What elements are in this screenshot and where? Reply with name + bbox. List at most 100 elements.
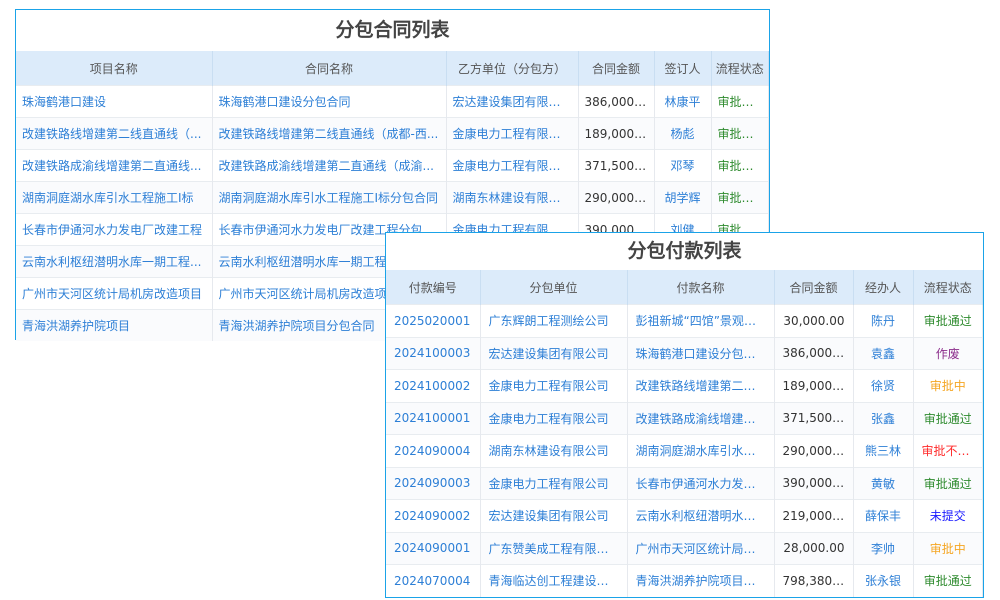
cell-person: 张永银: [853, 564, 914, 597]
table-row[interactable]: 长春市伊通河水力发电厂改建工程 长春市伊通河水力发电厂改建工程分包... 金康电力工…: [16, 213, 769, 246]
table-row[interactable]: 改建铁路成渝线增建第二直通线... 改建铁路成渝线增建第二直通线（成渝... 金康电…: [16, 149, 769, 182]
column-header[interactable]: 项目名称: [16, 51, 213, 86]
cell-col3[interactable]: 彭祖新城“四馆”景观工...: [627, 304, 775, 337]
column-header[interactable]: 流程状态: [913, 270, 983, 305]
column-header[interactable]: 签订人: [654, 51, 712, 86]
cell-col2[interactable]: 湖南洞庭湖水库引水工程施工I标分包合同: [212, 181, 447, 214]
cell-col2[interactable]: 宏达建设集团有限公司: [480, 336, 628, 370]
cell-col2[interactable]: 金康电力工程有限公司: [480, 466, 628, 500]
cell-col2[interactable]: 广东辉朗工程测绘公司: [480, 304, 628, 337]
table-row[interactable]: 2024100001 金康电力工程有限公司 改建铁路成渝线增建第... 371,500…: [386, 401, 983, 435]
cell-col1[interactable]: 2024090003: [386, 466, 481, 500]
column-header[interactable]: 经办人: [853, 270, 914, 305]
table-row[interactable]: 改建铁路线增建第二线直通线（... 改建铁路线增建第二线直通线（成都-西... 金康…: [16, 117, 769, 150]
cell-col3[interactable]: 改建铁路成渝线增建第...: [627, 401, 775, 435]
cell-col2[interactable]: 金康电力工程有限公司: [480, 369, 628, 402]
cell-col3[interactable]: 长春市伊通河水力发电...: [627, 466, 775, 500]
column-header[interactable]: 付款编号: [386, 270, 481, 305]
cell-col3[interactable]: 云南水利枢纽潜明水库...: [627, 499, 775, 532]
payment-table: 付款编号 分包单位 付款名称 合同金额 经办人 流程状态 2025020001 广东辉朗工程测…: [386, 270, 983, 597]
cell-amount: 371,500.00: [774, 401, 854, 435]
table-row[interactable]: 2024100002 金康电力工程有限公司 改建铁路线增建第二线... 189,000…: [386, 369, 983, 402]
cell-amount: 371,500.00: [578, 149, 655, 182]
cell-status: 作废: [913, 336, 983, 370]
cell-amount: 798,380.00: [774, 564, 854, 597]
table-row[interactable]: 2024070004 青海临达创工程建设有... 青海洪湖养护院项目分... 798,…: [386, 564, 983, 597]
cell-status: 审批通过: [913, 304, 983, 337]
cell-col2[interactable]: 金康电力工程有限公司: [480, 401, 628, 435]
column-header[interactable]: 分包单位: [480, 270, 628, 305]
cell-col3[interactable]: 金康电力工程有限公司: [446, 117, 579, 150]
cell-person: 陈丹: [853, 304, 914, 337]
cell-col1[interactable]: 青海洪湖养护院项目: [16, 309, 213, 341]
cell-col1[interactable]: 广州市天河区统计局机房改造项目: [16, 277, 213, 310]
cell-col2[interactable]: 青海临达创工程建设有...: [480, 564, 628, 597]
table-row[interactable]: 2024100003 宏达建设集团有限公司 珠海鹤港口建设分包合... 386,000…: [386, 336, 983, 370]
cell-person: 邓琴: [654, 149, 712, 182]
cell-person: 黄敏: [853, 466, 914, 500]
cell-status: 审批通过: [913, 564, 983, 597]
cell-col2[interactable]: 广东赞美成工程有限公司: [480, 531, 628, 565]
cell-col1[interactable]: 2024100002: [386, 369, 481, 402]
table-row[interactable]: 2024090002 宏达建设集团有限公司 云南水利枢纽潜明水库... 219,000…: [386, 499, 983, 532]
cell-col1[interactable]: 2024090001: [386, 531, 481, 565]
cell-person: 徐贤: [853, 369, 914, 402]
cell-amount: 189,000.00: [774, 369, 854, 402]
cell-col2[interactable]: 宏达建设集团有限公司: [480, 499, 628, 532]
cell-col2[interactable]: 珠海鹤港口建设分包合同: [212, 85, 447, 118]
cell-col1[interactable]: 2024090004: [386, 434, 481, 467]
cell-col3[interactable]: 湖南洞庭湖水库引水工...: [627, 434, 775, 467]
cell-col3[interactable]: 改建铁路线增建第二线...: [627, 369, 775, 402]
cell-col3[interactable]: 宏达建设集团有限公司: [446, 85, 579, 118]
cell-col2[interactable]: 改建铁路线增建第二线直通线（成都-西...: [212, 117, 447, 150]
cell-col2[interactable]: 长春市伊通河水力发电厂改建工程分包...: [212, 213, 447, 246]
cell-amount: 189,000.00: [578, 117, 655, 150]
cell-person: 袁鑫: [853, 336, 914, 370]
cell-status: 审批中: [913, 369, 983, 402]
cell-col1[interactable]: 湖南洞庭湖水库引水工程施工I标: [16, 181, 213, 214]
table-row[interactable]: 2024090001 广东赞美成工程有限公司 广州市天河区统计局机... 28,000…: [386, 531, 983, 565]
cell-amount: 390,000.00: [774, 466, 854, 500]
cell-col1[interactable]: 2024090002: [386, 499, 481, 532]
cell-col3[interactable]: 珠海鹤港口建设分包合...: [627, 336, 775, 370]
cell-col1[interactable]: 2025020001: [386, 304, 481, 337]
cell-col2[interactable]: 改建铁路成渝线增建第二直通线（成渝...: [212, 149, 447, 182]
cell-person: 胡学辉: [654, 181, 712, 214]
column-header[interactable]: 合同金额: [578, 51, 655, 86]
column-header[interactable]: 合同名称: [212, 51, 447, 86]
cell-amount: 30,000.00: [774, 304, 854, 337]
cell-status: 审批通过: [711, 117, 769, 150]
column-header[interactable]: 合同金额: [774, 270, 854, 305]
table-row[interactable]: 2024090003 金康电力工程有限公司 长春市伊通河水力发电... 390,000…: [386, 466, 983, 500]
cell-col3[interactable]: 青海洪湖养护院项目分...: [627, 564, 775, 597]
cell-amount: 386,000.00: [774, 336, 854, 370]
column-header[interactable]: 流程状态: [711, 51, 769, 86]
cell-col1[interactable]: 2024100001: [386, 401, 481, 435]
column-header[interactable]: 乙方单位（分包方）: [446, 51, 579, 86]
cell-col1[interactable]: 2024100003: [386, 336, 481, 370]
cell-person: 张鑫: [853, 401, 914, 435]
table-row[interactable]: 珠海鹤港口建设 珠海鹤港口建设分包合同 宏达建设集团有限公司 386,000.00 林康…: [16, 85, 769, 118]
cell-col3[interactable]: 广州市天河区统计局机...: [627, 531, 775, 565]
cell-col2[interactable]: 湖南东林建设有限公司: [480, 434, 628, 467]
cell-person: 李帅: [853, 531, 914, 565]
table-row[interactable]: 湖南洞庭湖水库引水工程施工I标 湖南洞庭湖水库引水工程施工I标分包合同 湖南东林建设…: [16, 181, 769, 214]
cell-amount: 290,000.00: [774, 434, 854, 467]
table-row[interactable]: 2024090004 湖南东林建设有限公司 湖南洞庭湖水库引水工... 290,000…: [386, 434, 983, 467]
payment-list-title: 分包付款列表: [627, 240, 742, 262]
cell-amount: 219,000.00: [774, 499, 854, 532]
cell-status: 审批中: [913, 531, 983, 565]
cell-col1[interactable]: 云南水利枢纽潜明水库一期工程...: [16, 245, 213, 278]
table-row[interactable]: 2025020001 广东辉朗工程测绘公司 彭祖新城“四馆”景观工... 30,000…: [386, 304, 983, 337]
cell-col1[interactable]: 2024070004: [386, 564, 481, 597]
cell-col3[interactable]: 湖南东林建设有限公司: [446, 181, 579, 214]
cell-col1[interactable]: 珠海鹤港口建设: [16, 85, 213, 118]
cell-status: 未提交: [913, 499, 983, 532]
cell-col1[interactable]: 改建铁路成渝线增建第二直通线...: [16, 149, 213, 182]
cell-col1[interactable]: 改建铁路线增建第二线直通线（...: [16, 117, 213, 150]
contract-list-title: 分包合同列表: [335, 19, 450, 41]
cell-amount: 290,000.00: [578, 181, 655, 214]
cell-col1[interactable]: 长春市伊通河水力发电厂改建工程: [16, 213, 213, 246]
cell-col3[interactable]: 金康电力工程有限公司: [446, 149, 579, 182]
column-header[interactable]: 付款名称: [627, 270, 775, 305]
